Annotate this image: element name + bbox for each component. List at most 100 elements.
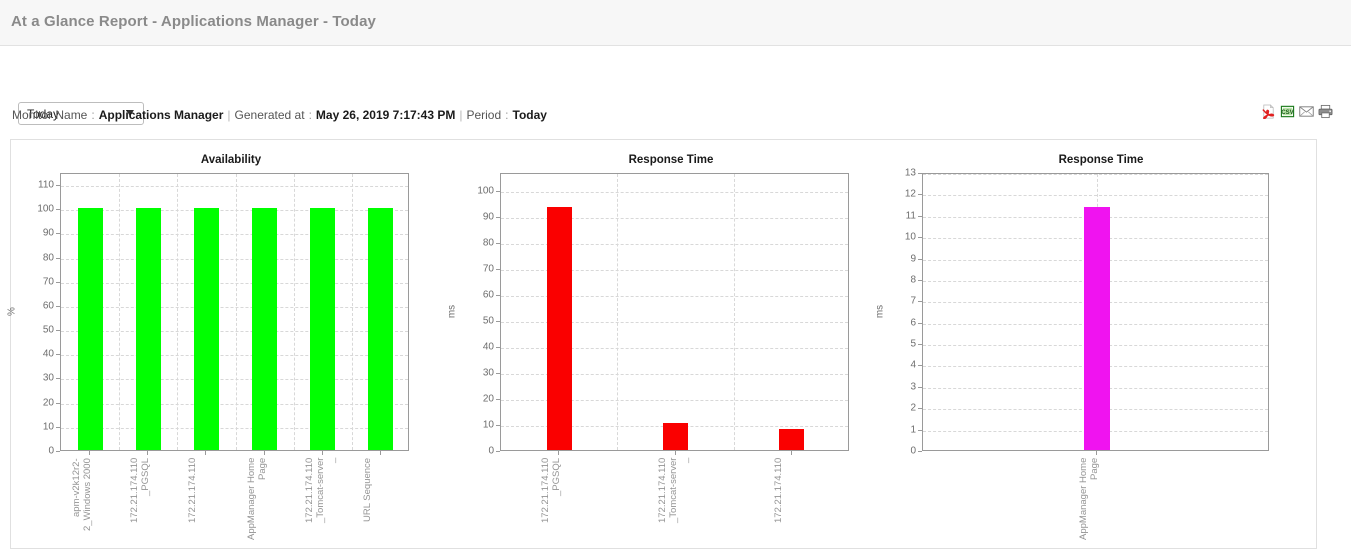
gridline-horizontal	[61, 258, 408, 260]
y-axis-label: ms	[446, 304, 458, 319]
y-axis-tick-mark	[496, 269, 500, 271]
pdf-export-icon[interactable]	[1261, 103, 1276, 119]
y-axis-tick-label: 3	[910, 381, 916, 393]
y-axis-tick-mark	[56, 330, 60, 332]
x-axis-tick-mark	[321, 451, 323, 455]
gridline-horizontal	[501, 322, 848, 324]
y-axis-tick-label: 100	[477, 185, 494, 197]
x-axis-tick-mark	[89, 451, 91, 455]
y-axis-tick-label: 11	[905, 210, 916, 222]
y-axis-tick-mark	[56, 378, 60, 380]
y-axis-tick-mark	[496, 451, 500, 452]
y-axis-tick-mark	[918, 365, 922, 367]
gridline-horizontal	[61, 427, 408, 429]
info-divider-1: |	[227, 108, 231, 122]
gridline-vertical	[733, 174, 735, 450]
y-axis-tick-label: 9	[910, 253, 916, 265]
y-axis-label: ms	[874, 304, 886, 319]
y-axis-tick-mark	[918, 386, 922, 388]
svg-text:CSV: CSV	[1281, 109, 1293, 115]
y-axis-tick-mark	[56, 426, 60, 428]
chart-title: Response Time	[1058, 154, 1144, 166]
gridline-vertical	[235, 174, 237, 450]
y-axis-tick-mark	[918, 408, 922, 410]
x-axis-tick-mark	[263, 451, 265, 455]
gridline-horizontal	[923, 174, 1268, 175]
chart-plot-area	[60, 173, 409, 451]
gridline-horizontal	[61, 186, 408, 188]
y-axis-tick-label: 30	[42, 372, 54, 384]
chart-bar[interactable]	[135, 208, 161, 450]
y-axis-tick-mark	[918, 301, 922, 303]
y-axis-tick-label: 0	[48, 445, 54, 457]
y-axis-tick-mark	[56, 233, 60, 235]
y-axis-tick-label: 8	[910, 274, 916, 286]
y-axis-tick-mark	[918, 237, 922, 239]
gridline-horizontal	[61, 210, 408, 212]
monitor-name-label: Monitor Name	[12, 108, 88, 122]
gridline-horizontal	[923, 195, 1268, 197]
y-axis-tick-mark	[496, 295, 500, 297]
chart-bar[interactable]	[779, 429, 805, 450]
y-axis-tick-mark	[56, 185, 60, 187]
gridline-horizontal	[61, 234, 408, 236]
response-time-chart-1: Response Time 0 10 20 30 40 50 60 70 80 90 100 172.2…	[447, 140, 891, 550]
period-select[interactable]: Today	[18, 102, 144, 125]
y-axis-tick-label: 60	[42, 300, 54, 312]
y-axis-tick-label: 10	[904, 231, 916, 243]
y-axis-tick-label: 0	[488, 445, 494, 457]
availability-chart: Availability 0 10 20 30 40 50 60 70 80 90 100 110 apm…	[7, 140, 451, 550]
y-axis-tick-label: 70	[42, 276, 54, 288]
y-axis-tick-mark	[56, 305, 60, 307]
y-axis-tick-mark	[496, 321, 500, 323]
y-axis-tick-label: 5	[910, 338, 916, 350]
y-axis-tick-mark	[496, 347, 500, 349]
chart-bar[interactable]	[546, 207, 572, 450]
chart-bar[interactable]	[193, 208, 219, 450]
y-axis-tick-label: 12	[904, 188, 916, 200]
y-axis-tick-mark	[56, 451, 60, 452]
chart-bar[interactable]	[252, 208, 278, 450]
gridline-horizontal	[501, 270, 848, 272]
colon-2: :	[308, 108, 312, 122]
y-axis-tick-mark	[918, 194, 922, 196]
chart-bar[interactable]	[368, 208, 394, 450]
export-icon-group: CSV	[1261, 103, 1333, 119]
print-report-icon[interactable]	[1318, 104, 1333, 119]
gridline-horizontal	[61, 379, 408, 381]
chart-bar[interactable]	[1083, 207, 1110, 450]
gridline-horizontal	[501, 296, 848, 298]
x-axis-tick-mark	[205, 451, 207, 455]
csv-export-icon[interactable]: CSV	[1280, 104, 1295, 119]
chart-bar[interactable]	[310, 208, 336, 450]
y-axis-tick-label: 90	[42, 227, 54, 239]
colon-3: :	[505, 108, 509, 122]
report-toolbar: Today CSV	[0, 46, 1351, 125]
chart-bar[interactable]	[663, 422, 688, 450]
y-axis-tick-mark	[496, 243, 500, 245]
gridline-horizontal	[501, 400, 848, 402]
x-axis-tick-label: 172.21.174.110	[187, 458, 199, 524]
x-axis-tick-mark	[379, 451, 381, 455]
gridline-horizontal	[61, 306, 408, 308]
chart-bar[interactable]	[77, 208, 103, 450]
x-axis-tick-label: AppManager Home Page	[245, 458, 268, 541]
y-axis-tick-mark	[918, 279, 922, 281]
y-axis-tick-label: 80	[482, 237, 494, 249]
y-axis-tick-mark	[56, 281, 60, 283]
chart-plot-area	[922, 173, 1269, 451]
gridline-horizontal	[501, 374, 848, 376]
y-axis-tick-mark	[56, 257, 60, 259]
email-report-icon[interactable]	[1299, 104, 1314, 119]
y-axis-tick-label: 0	[910, 445, 916, 457]
y-axis-tick-label: 6	[910, 317, 916, 329]
period-label: Period	[466, 108, 502, 122]
x-axis-tick-mark	[1095, 451, 1097, 455]
x-axis-tick-label: URL Sequence	[361, 458, 373, 523]
y-axis-tick-label: 90	[482, 211, 494, 223]
y-axis-tick-mark	[918, 344, 922, 346]
y-axis-tick-mark	[918, 451, 922, 452]
gridline-horizontal	[61, 282, 408, 284]
gridline-horizontal	[501, 244, 848, 246]
